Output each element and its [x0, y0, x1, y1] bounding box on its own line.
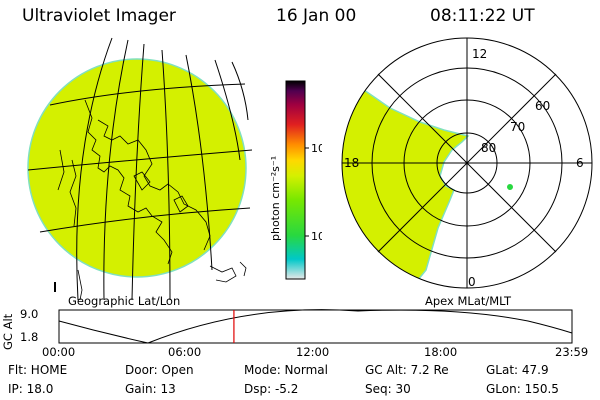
status-gain: Gain: 13	[125, 382, 176, 396]
earth-disk-image	[27, 58, 247, 278]
colorbar-tick-10: 10	[311, 230, 322, 243]
timeline-ytick-min: 1.8	[20, 330, 39, 344]
altitude-timeline[interactable]	[58, 309, 574, 345]
status-glon: GLon: 150.5	[486, 382, 559, 396]
emission-spot	[507, 184, 513, 190]
status-door: Door: Open	[125, 363, 194, 377]
timeline-xtick-2359: 23:59	[555, 345, 589, 359]
date-label: 16 Jan 00	[276, 6, 357, 26]
polar-plot-panel: 12 18 6 0 60 70 80	[341, 37, 593, 289]
status-flt: Flt: HOME	[8, 363, 68, 377]
status-seq: Seq: 30	[365, 382, 411, 396]
status-ip: IP: 18.0	[8, 382, 54, 396]
colorbar-unit-label: photon cm⁻²s⁻¹	[269, 156, 282, 241]
colorbar-gradient	[285, 80, 306, 280]
timeline-ytick-max: 9.0	[20, 307, 39, 321]
status-glat: GLat: 47.9	[486, 363, 549, 377]
mlat-label-80: 80	[481, 141, 496, 155]
status-gc-alt: GC Alt: 7.2 Re	[365, 363, 449, 377]
timeline-xtick-0000: 00:00	[42, 345, 76, 359]
mlt-label-18: 18	[344, 156, 359, 170]
status-mode: Mode: Normal	[244, 363, 328, 377]
auroral-emission-region	[342, 89, 470, 288]
lat-lon-grid	[27, 37, 253, 300]
timeline-xtick-1800: 18:00	[424, 345, 458, 359]
status-dsp: Dsp: -5.2	[244, 382, 299, 396]
colorbar-tick-100: 100	[311, 142, 322, 155]
outer-coastline	[77, 261, 247, 300]
timeline-xtick-1200: 12:00	[296, 345, 330, 359]
coastline-overlay	[57, 99, 211, 265]
timeline-ylabel: GC Alt	[1, 313, 15, 350]
mlt-label-6: 6	[576, 156, 584, 170]
colorbar: 100 10 photon cm⁻²s⁻¹	[269, 80, 322, 280]
mlat-label-70: 70	[510, 120, 525, 134]
timeline-xtick-0600: 06:00	[168, 345, 202, 359]
mlt-label-0: 0	[468, 275, 476, 289]
mlat-label-60: 60	[535, 99, 550, 113]
altitude-curve	[58, 309, 573, 344]
geographic-caption: Geographic Lat/Lon	[68, 294, 181, 308]
polar-grid	[341, 37, 593, 289]
timeline-frame	[58, 309, 573, 344]
geographic-image-panel	[27, 37, 253, 300]
mlt-label-12: 12	[472, 47, 487, 61]
time-label: 08:11:22 UT	[430, 6, 535, 26]
app-title: Ultraviolet Imager	[22, 6, 176, 26]
apex-caption: Apex MLat/MLT	[425, 294, 512, 308]
